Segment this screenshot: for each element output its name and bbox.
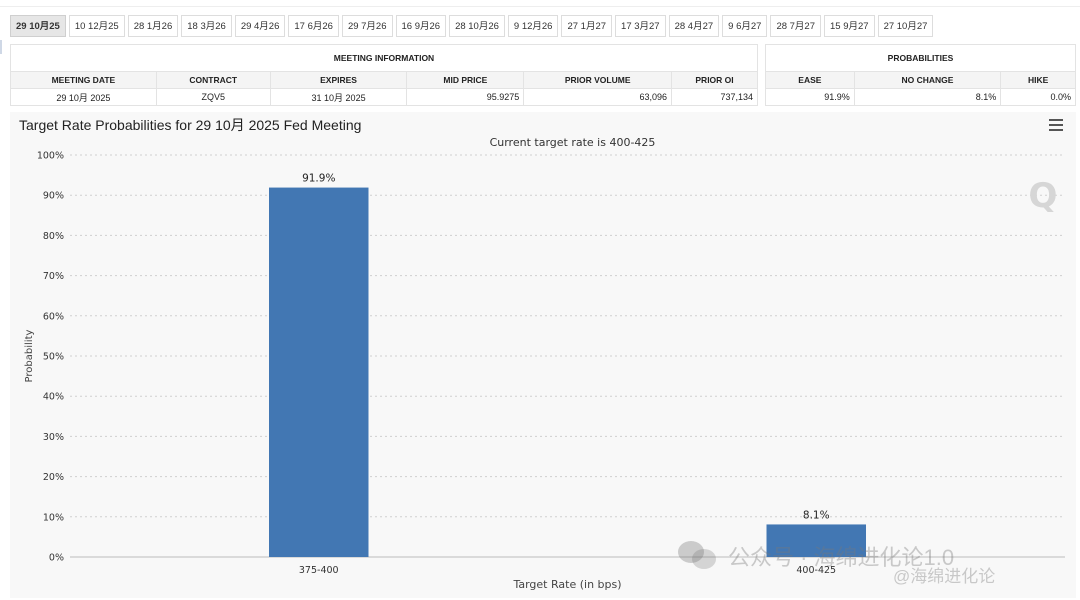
header-expires: EXPIRES: [269, 71, 408, 89]
y-tick-label: 70%: [43, 271, 64, 282]
meeting-information-caption: MEETING INFORMATION: [10, 44, 758, 72]
tab-meeting-date[interactable]: 18 3月26: [181, 15, 232, 37]
tab-meeting-date[interactable]: 28 10月26: [449, 15, 505, 37]
chart-title: Target Rate Probabilities for 29 10月 202…: [19, 117, 362, 133]
bar: [766, 524, 866, 557]
header-hike: HIKE: [1000, 71, 1076, 89]
watermark-text: 公众号 · 海绵进化论1.0: [728, 545, 955, 570]
tab-meeting-date[interactable]: 28 7月27: [770, 15, 821, 37]
logo-watermark: Q: [1029, 176, 1058, 216]
tab-meeting-date[interactable]: 10 12月25: [68, 15, 125, 37]
tab-meeting-date[interactable]: 15 9月27: [824, 15, 875, 37]
watermark-handle: @海绵进化论: [893, 567, 996, 586]
y-tick-label: 10%: [43, 512, 64, 523]
y-tick-label: 60%: [43, 311, 64, 322]
tab-meeting-date[interactable]: 27 1月27: [561, 15, 613, 37]
y-axis-title: Probability: [24, 329, 35, 382]
value-hike: 0.0%: [1000, 88, 1076, 106]
meeting-date-tabs: 29 10月25 10 12月25 28 1月26 18 3月26 29 4月26 17 …: [10, 15, 934, 37]
tab-meeting-date[interactable]: 28 4月27: [668, 15, 720, 37]
value-prior-volume: 63,096: [523, 88, 673, 106]
bar: [269, 187, 369, 557]
probabilities-caption: PROBABILITIES: [765, 44, 1076, 72]
y-tick-label: 30%: [43, 432, 64, 443]
bar-data-label: 8.1%: [803, 509, 830, 521]
meeting-information-table: MEETING INFORMATION MEETING DATE CONTRAC…: [10, 44, 758, 106]
tab-meeting-date[interactable]: 27 10月27: [877, 15, 934, 37]
probabilities-table: PROBABILITIES EASE NO CHANGE HIKE 91.9% …: [765, 44, 1076, 106]
value-contract: ZQV5: [155, 88, 271, 106]
header-mid-price: MID PRICE: [406, 71, 525, 89]
value-mid-price: 95.9275: [406, 88, 525, 106]
chart-subtitle: Current target rate is 400-425: [490, 136, 656, 149]
value-no-change: 8.1%: [853, 88, 1002, 106]
bar-data-label: 91.9%: [302, 173, 335, 185]
tab-meeting-date[interactable]: 17 6月26: [288, 15, 339, 37]
tab-meeting-date[interactable]: 17 3月27: [615, 15, 666, 37]
tab-meeting-date[interactable]: 29 4月26: [234, 15, 286, 37]
y-tick-label: 80%: [43, 231, 64, 242]
header-meeting-date: MEETING DATE: [10, 71, 157, 89]
header-ease: EASE: [765, 71, 855, 89]
tab-meeting-date[interactable]: 9 12月26: [507, 15, 559, 37]
y-tick-label: 90%: [43, 191, 64, 202]
chart-menu-icon[interactable]: [1049, 119, 1063, 131]
x-axis-title: Target Rate (in bps): [512, 578, 621, 591]
y-tick-label: 0%: [49, 553, 64, 564]
y-tick-label: 100%: [37, 151, 64, 162]
value-prior-oi: 737,134: [671, 88, 758, 106]
tab-meeting-date[interactable]: 28 1月26: [127, 15, 179, 37]
header-no-change: NO CHANGE: [853, 71, 1002, 89]
tab-meeting-date[interactable]: 29 10月25: [10, 15, 66, 37]
header-prior-oi: PRIOR OI: [671, 71, 758, 89]
wechat-watermark-icon: [676, 538, 718, 572]
x-tick-label: 400-425: [796, 565, 836, 576]
y-tick-label: 50%: [43, 352, 64, 363]
value-expires: 31 10月 2025: [269, 88, 408, 106]
tab-meeting-date[interactable]: 29 7月26: [341, 15, 393, 37]
x-tick-label: 375-400: [299, 565, 339, 576]
y-tick-label: 40%: [43, 392, 64, 403]
tab-meeting-date[interactable]: 16 9月26: [395, 15, 447, 37]
chart-panel: [10, 112, 1076, 598]
y-tick-label: 20%: [43, 472, 64, 483]
side-marker: [0, 40, 2, 54]
value-ease: 91.9%: [765, 88, 855, 106]
tab-meeting-date[interactable]: 9 6月27: [722, 15, 768, 37]
top-divider: [0, 6, 1080, 7]
